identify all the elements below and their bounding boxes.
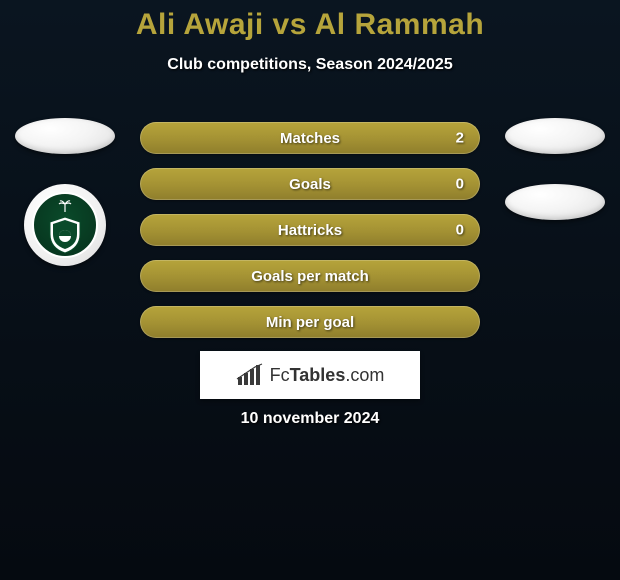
subtitle: Club competitions, Season 2024/2025 [0,56,620,74]
stat-value-right: 0 [456,222,464,239]
branding-box: FcTables.com [200,351,420,399]
stat-label: Goals [289,176,331,193]
page-title: Ali Awaji vs Al Rammah [0,0,620,42]
crest-badge [32,192,98,258]
stat-value-right: 0 [456,176,464,193]
brand-bold: Tables [290,365,346,385]
brand-suffix: .com [345,365,384,385]
left-player-club-crest [24,184,106,266]
left-player-photo-placeholder [15,118,115,154]
palm-tree-icon [58,198,72,212]
page-root: Ali Awaji vs Al Rammah Club competitions… [0,0,620,580]
stat-label: Matches [280,130,340,147]
stat-label: Hattricks [278,222,342,239]
date-label: 10 november 2024 [0,410,620,428]
stat-bar-min-per-goal: Min per goal [140,306,480,338]
right-player-column [500,118,610,220]
branding-text: FcTables.com [270,365,385,386]
right-player-club-placeholder [505,184,605,220]
stat-label: Min per goal [266,314,354,331]
left-player-column [10,118,120,266]
right-player-photo-placeholder [505,118,605,154]
stat-bar-goals: Goals 0 [140,168,480,200]
stat-bar-hattricks: Hattricks 0 [140,214,480,246]
shield-icon [47,216,83,254]
stat-value-right: 2 [456,130,464,147]
stat-bars: Matches 2 Goals 0 Hattricks 0 Goals per … [140,122,480,338]
brand-prefix: Fc [270,365,290,385]
stat-bar-matches: Matches 2 [140,122,480,154]
stat-bar-goals-per-match: Goals per match [140,260,480,292]
bar-chart-icon [236,363,264,387]
stat-label: Goals per match [251,268,369,285]
